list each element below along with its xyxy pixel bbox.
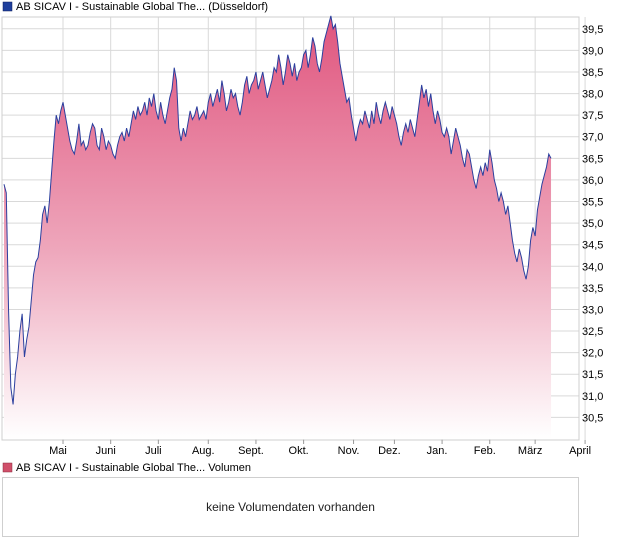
x-tick-label: Juli [145, 445, 162, 457]
y-tick-label: 33,0 [582, 304, 603, 316]
x-tick-label: Aug. [192, 445, 215, 457]
y-tick-label: 31,0 [582, 391, 603, 403]
x-tick-label: Okt. [289, 445, 309, 457]
y-tick-label: 37,0 [582, 132, 603, 144]
plot-frame [1, 16, 580, 441]
y-tick-label: 36,5 [582, 153, 603, 165]
x-tick-label: Dez. [378, 445, 401, 457]
price-area [4, 15, 552, 440]
y-tick-label: 32,0 [582, 348, 603, 360]
price-legend-label: AB SICAV I - Sustainable Global The... (… [16, 1, 268, 13]
x-tick-label: März [518, 445, 542, 457]
x-tick-label: April [569, 445, 591, 457]
y-tick-label: 35,5 [582, 197, 603, 209]
y-tick-label: 39,5 [582, 24, 603, 36]
price-line [3, 15, 552, 405]
volume-legend-swatch [2, 462, 13, 473]
x-axis-ticks: Mai Juni Juli Aug. Sept. Okt. Nov. Dez. Jan. Feb.… [49, 440, 591, 457]
y-tick-label: 35,0 [582, 218, 603, 230]
x-tick-label: Jan. [427, 445, 448, 457]
x-tick-label: Sept. [238, 445, 264, 457]
y-tick-label: 34,0 [582, 261, 603, 273]
x-tick-label: Mai [49, 445, 67, 457]
volume-empty-message: keine Volumendaten vorhanden [206, 500, 375, 514]
x-tick-label: Juni [96, 445, 116, 457]
y-tick-label: 37,5 [582, 110, 603, 122]
x-tick-label: Nov. [338, 445, 360, 457]
y-tick-label: 38,5 [582, 67, 603, 79]
y-tick-label: 30,5 [582, 412, 603, 424]
x-tick-label: Feb. [474, 445, 496, 457]
y-axis-ticks: 30,5 31,0 31,5 32,0 32,5 33,0 33,5 34,0 34,5 35,0… [582, 24, 603, 425]
volume-panel: keine Volumendaten vorhanden [2, 477, 579, 537]
y-tick-label: 39,0 [582, 45, 603, 57]
y-tick-label: 32,5 [582, 326, 603, 338]
y-tick-label: 36,0 [582, 175, 603, 187]
y-tick-label: 38,0 [582, 89, 603, 101]
y-tick-label: 33,5 [582, 283, 603, 295]
y-tick-label: 31,5 [582, 369, 603, 381]
volume-legend-label: AB SICAV I - Sustainable Global The... V… [16, 462, 251, 474]
y-tick-label: 34,5 [582, 240, 603, 252]
price-legend-swatch [2, 1, 13, 12]
